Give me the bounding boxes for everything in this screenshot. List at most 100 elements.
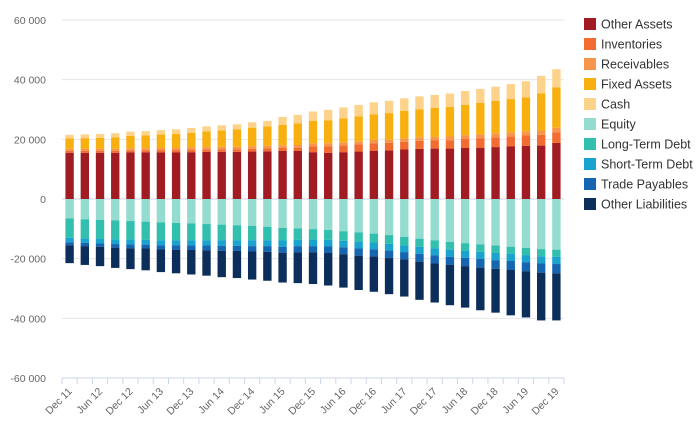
bar-segment [202,149,211,152]
legend-label[interactable]: Inventories [601,38,662,52]
x-tick-label: Jun 16 [318,386,349,417]
legend-swatch[interactable] [584,78,596,90]
bar-segment [400,149,409,199]
bar-segment [156,134,166,148]
bar-segment [430,263,439,303]
bar-segment [126,152,135,199]
bar-segment [126,199,135,222]
bar-segment [111,239,120,245]
bar-segment [460,243,470,251]
bar-segment [445,148,455,199]
bar-segment [324,230,333,240]
bar-segment [65,242,74,246]
x-tick-label: Jun 18 [439,386,470,417]
bar-segment [187,152,196,199]
bar-segment [247,240,257,247]
bar-segment [552,132,561,143]
bar-segment [552,142,561,199]
bar-segment [95,243,105,247]
bar-segment [232,151,242,199]
legend-swatch[interactable] [584,38,596,50]
bar-segment [111,133,120,138]
bar-segment [415,109,424,138]
bar-segment [476,88,485,103]
bar-segment [156,222,166,241]
legend-swatch[interactable] [584,178,596,190]
bar-segment [278,147,287,151]
bar-segment [80,134,90,139]
bar-segment [521,135,531,146]
bar-segment [476,147,485,199]
legend-swatch[interactable] [584,98,596,110]
legend-swatch[interactable] [584,118,596,130]
bar-segment [460,104,470,136]
x-tick-label: Jun 15 [257,386,288,417]
bar-segment [415,238,424,247]
legend-swatch[interactable] [584,58,596,70]
bar-segment [536,93,546,131]
legend-swatch[interactable] [584,198,596,210]
legend-swatch[interactable] [584,138,596,150]
legend-label[interactable]: Fixed Assets [601,78,672,92]
bar-segment [506,132,515,137]
bar-segment [552,127,561,133]
bar-segment [247,146,257,149]
bar-segment [95,219,105,239]
legend-label[interactable]: Receivables [601,58,669,72]
bar-segment [552,199,561,250]
legend-label[interactable]: Other Assets [601,18,673,32]
legend-swatch[interactable] [584,158,596,170]
bar-segment [460,91,470,105]
bar-segment [141,248,150,271]
legend-label[interactable]: Short-Term Debt [601,158,693,172]
x-tick-label: Jun 17 [379,386,410,417]
bar-segment [141,239,150,245]
bar-segment [476,251,485,259]
bar-segment [400,141,409,150]
bar-segment [293,252,302,284]
bar-segment [445,256,455,265]
bar-segment [156,147,166,151]
bar-segment [339,152,348,199]
bar-segment [445,199,455,242]
bar-segment [247,225,257,241]
bar-segment [339,118,348,143]
bar-segment [65,245,74,264]
legend-swatch[interactable] [584,18,596,30]
x-tick-label: Jun 12 [74,386,105,417]
bar-segment [247,246,257,252]
bar-segment [476,102,485,135]
x-tick-label: Dec 13 [164,386,196,418]
bar-segment [384,150,394,199]
bar-segment [521,262,531,272]
bar-segment [111,148,120,151]
bar-segment [111,220,120,240]
bar-segment [247,199,257,226]
bar-segment [293,145,302,148]
bar-segment [339,142,348,146]
bar-segment [95,150,105,153]
bar-segment [491,252,500,261]
bar-segment [232,124,242,130]
bar-segment [324,252,333,286]
bar-segment [202,250,211,276]
bar-segment [126,244,135,249]
bar-segment [263,151,272,199]
bar-segment [430,240,439,249]
bar-segment [430,148,439,199]
bar-segment [415,246,424,254]
bar-segment [552,249,561,257]
legend-label[interactable]: Trade Payables [601,178,688,192]
bar-segment [232,225,242,241]
bar-segment [400,138,409,142]
legend-label[interactable]: Long-Term Debt [601,138,691,152]
bar-segment [308,146,318,153]
bar-segment [445,264,455,306]
legend-label[interactable]: Equity [601,118,636,132]
bar-segment [80,152,90,199]
y-tick-label: -20 000 [10,254,46,266]
bar-segment [506,270,515,316]
legend-label[interactable]: Other Liabilities [601,198,687,212]
bar-segment [171,240,181,246]
legend-label[interactable]: Cash [601,98,630,112]
